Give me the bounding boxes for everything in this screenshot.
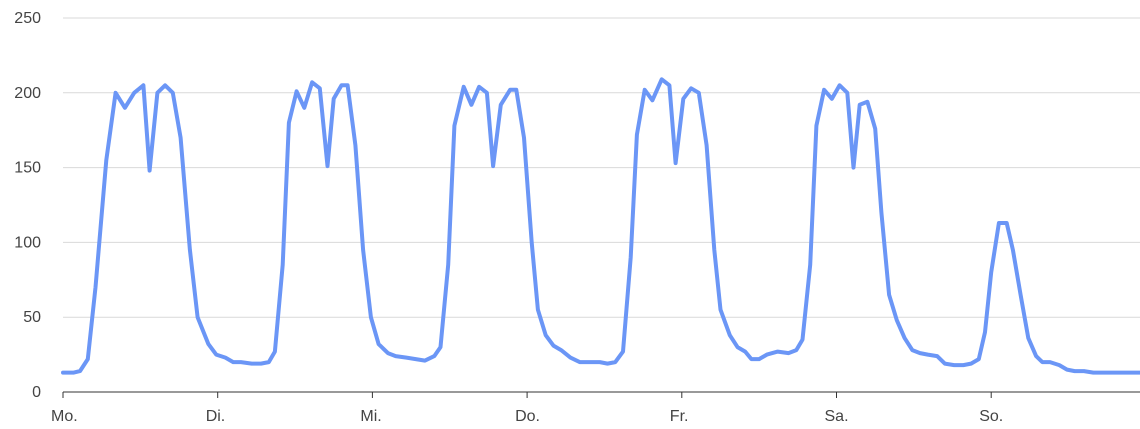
y-tick-label: 0 <box>32 384 41 401</box>
x-tick-label: So. <box>979 408 1003 425</box>
x-tick-label: Mo. <box>51 408 78 425</box>
y-tick-label: 150 <box>14 160 41 177</box>
y-tick-label: 100 <box>14 234 41 251</box>
grid <box>63 17 1140 318</box>
y-tick-label: 250 <box>14 10 41 27</box>
x-tick-label: Fr. <box>670 408 689 425</box>
x-tick-label: Di. <box>206 408 226 425</box>
x-tick-label: Sa. <box>825 408 849 425</box>
x-tick-label: Do. <box>515 408 540 425</box>
series <box>61 77 1140 375</box>
y-tick-label: 200 <box>14 85 41 102</box>
y-tick-label: 50 <box>23 309 41 326</box>
series-line-0 <box>61 77 1140 375</box>
x-tick-label: Mi. <box>360 408 381 425</box>
axes: 0 50 100 150 200 250 Mo. Di. Mi. Do. Fr. Sa. So. <box>14 10 1140 425</box>
